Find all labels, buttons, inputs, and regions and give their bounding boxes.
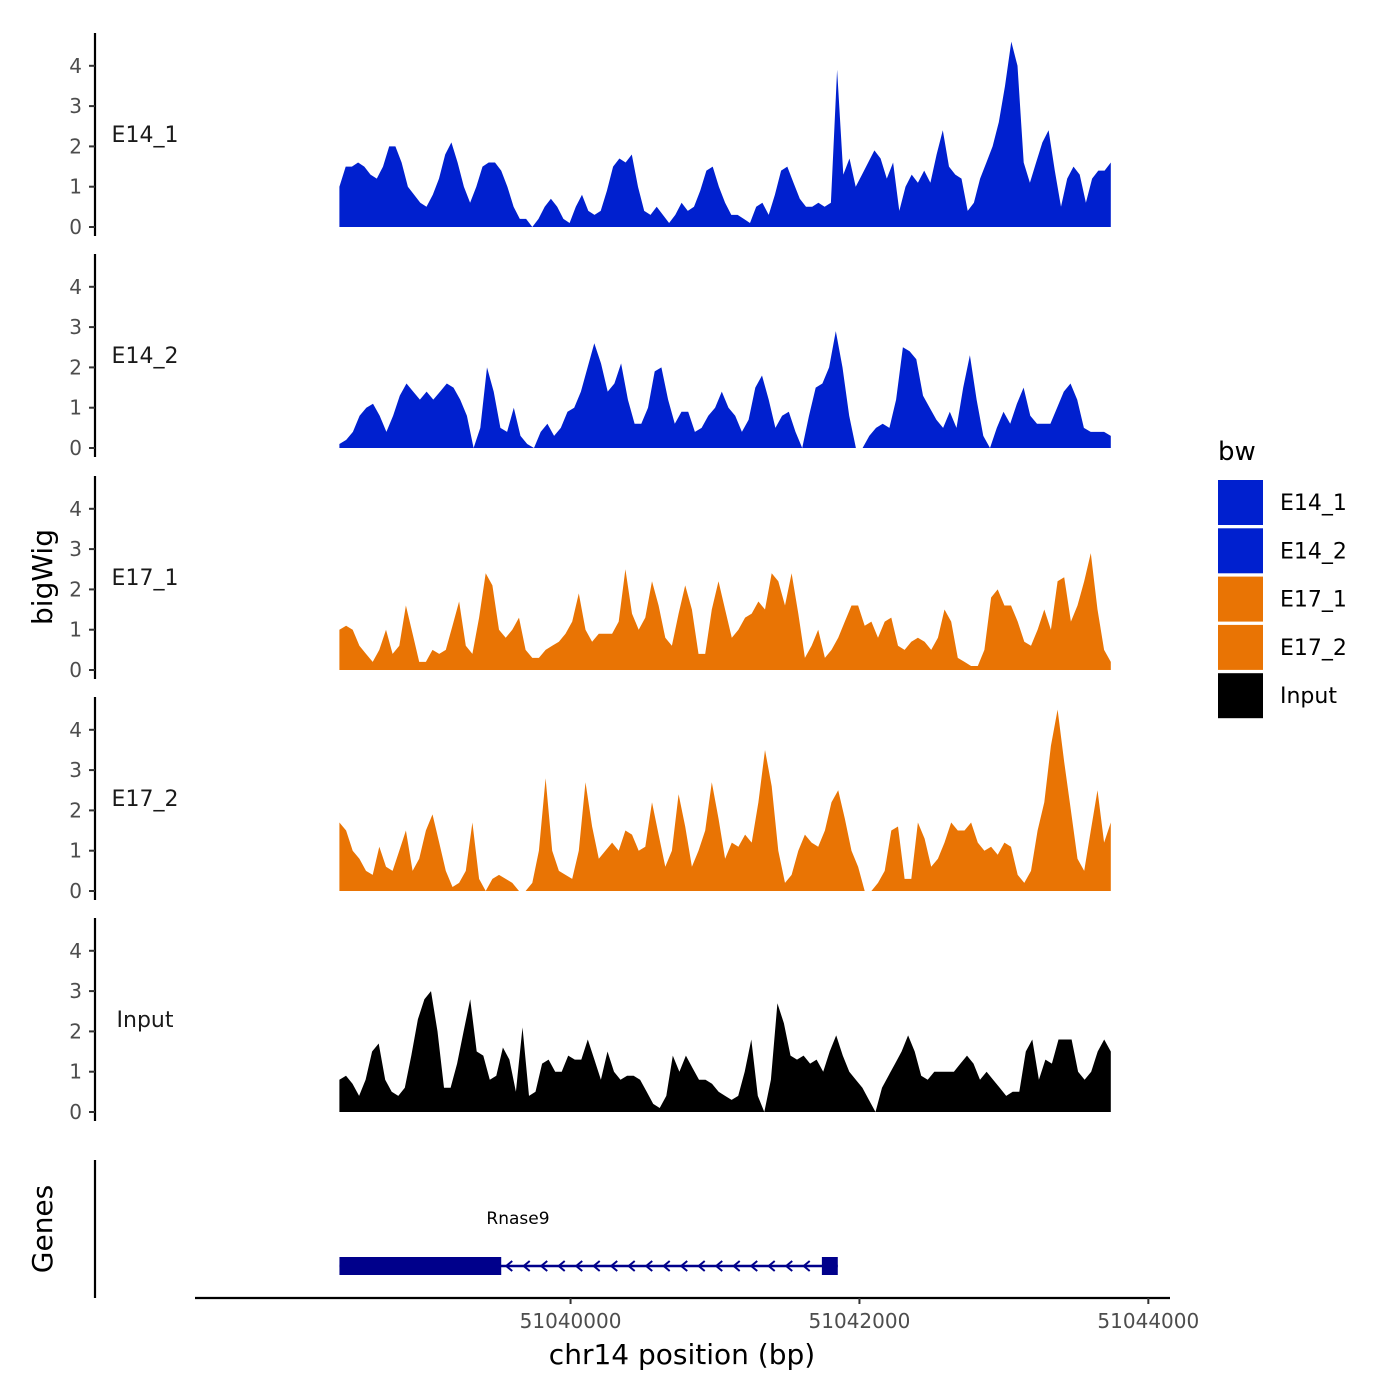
track-label: E14_2 bbox=[112, 344, 179, 369]
legend-key-e17_1 bbox=[1218, 576, 1263, 622]
y-tick-label: 4 bbox=[69, 718, 82, 742]
signal-area-e17_1 bbox=[339, 553, 1111, 670]
strand-arrow bbox=[802, 1260, 811, 1272]
y-tick-label: 1 bbox=[69, 175, 82, 199]
strand-arrow bbox=[714, 1260, 723, 1272]
strand-arrow bbox=[679, 1260, 688, 1272]
strand-arrow bbox=[557, 1260, 566, 1272]
strand-arrow bbox=[749, 1260, 758, 1272]
x-tick-label: 51040000 bbox=[520, 1309, 622, 1333]
y-tick-label: 1 bbox=[69, 839, 82, 863]
y-tick-label: 2 bbox=[69, 355, 82, 379]
y-tick-label: 3 bbox=[69, 979, 82, 1003]
y-tick-label: 0 bbox=[69, 1100, 82, 1124]
gene-exon bbox=[339, 1257, 502, 1275]
legend-label: E17_1 bbox=[1280, 588, 1347, 613]
track-input: 0 1 2 3 4 Input bbox=[69, 918, 1111, 1124]
x-tick-label: 51042000 bbox=[809, 1309, 911, 1333]
y-tick-label: 3 bbox=[69, 537, 82, 561]
strand-arrow bbox=[592, 1260, 601, 1272]
signal-area-e14_1 bbox=[339, 41, 1111, 227]
strand-arrow bbox=[627, 1260, 636, 1272]
legend-label: E14_1 bbox=[1280, 491, 1347, 516]
track-e17_2: 0 1 2 3 4 E17_2 bbox=[69, 697, 1111, 903]
legend-key-input bbox=[1218, 673, 1263, 719]
y-tick-label: 2 bbox=[69, 134, 82, 158]
y-tick-label: 0 bbox=[69, 215, 82, 239]
strand-arrow bbox=[644, 1260, 653, 1272]
strand-arrow bbox=[574, 1260, 583, 1272]
gene-name-label: Rnase9 bbox=[486, 1209, 549, 1229]
strand-arrow bbox=[522, 1260, 531, 1272]
track-label: E17_2 bbox=[112, 787, 179, 812]
legend-key-e14_2 bbox=[1218, 528, 1263, 574]
signal-area-input bbox=[339, 991, 1111, 1112]
x-axis: 51040000 51042000 51044000 bbox=[195, 1296, 1199, 1333]
strand-arrow bbox=[784, 1260, 793, 1272]
track-label: E14_1 bbox=[112, 123, 179, 148]
y-tick-label: 3 bbox=[69, 315, 82, 339]
y-tick-label: 1 bbox=[69, 1060, 82, 1084]
y-tick-label: 2 bbox=[69, 1019, 82, 1043]
track-e17_1: 0 1 2 3 4 E17_1 bbox=[69, 476, 1111, 682]
strand-arrow bbox=[504, 1260, 513, 1272]
x-axis-title: chr14 position (bp) bbox=[549, 1338, 815, 1371]
y-tick-label: 4 bbox=[69, 939, 82, 963]
y-tick-label: 4 bbox=[69, 275, 82, 299]
strand-arrow bbox=[662, 1260, 671, 1272]
gene-exon bbox=[821, 1257, 838, 1275]
x-tick-label: 51044000 bbox=[1097, 1309, 1199, 1333]
y-tick-label: 3 bbox=[69, 94, 82, 118]
legend-label: E17_2 bbox=[1280, 636, 1347, 661]
strand-arrow bbox=[767, 1260, 776, 1272]
signal-area-e14_2 bbox=[339, 331, 1111, 448]
strand-arrow bbox=[732, 1260, 741, 1272]
y-tick-label: 4 bbox=[69, 497, 82, 521]
track-e14_2: 0 1 2 3 4 E14_2 bbox=[69, 254, 1111, 460]
y-tick-label: 0 bbox=[69, 879, 82, 903]
y-tick-label: 2 bbox=[69, 577, 82, 601]
y-axis-title: bigWig bbox=[26, 529, 59, 625]
legend: bw E14_1 E14_2 E17_1 E17_2 Input bbox=[1218, 437, 1347, 719]
y-tick-label: 1 bbox=[69, 396, 82, 420]
legend-title: bw bbox=[1218, 437, 1256, 467]
y-tick-label: 1 bbox=[69, 618, 82, 642]
strand-arrow bbox=[609, 1260, 618, 1272]
track-label: E17_1 bbox=[112, 566, 179, 591]
legend-label: E14_2 bbox=[1280, 539, 1347, 564]
signal-area-e17_2 bbox=[339, 709, 1111, 891]
track-label: Input bbox=[117, 1008, 174, 1033]
track-e14_1: 0 1 2 3 4 E14_1 bbox=[69, 33, 1111, 239]
genes-title: Genes bbox=[26, 1185, 59, 1273]
y-tick-label: 2 bbox=[69, 798, 82, 822]
gene-rnase9: Rnase9 bbox=[339, 1209, 838, 1275]
strand-arrow bbox=[697, 1260, 706, 1272]
y-tick-label: 0 bbox=[69, 658, 82, 682]
legend-key-e14_1 bbox=[1218, 480, 1263, 525]
y-tick-label: 4 bbox=[69, 54, 82, 78]
y-tick-label: 0 bbox=[69, 436, 82, 460]
legend-label: Input bbox=[1280, 684, 1337, 709]
strand-arrow bbox=[539, 1260, 548, 1272]
legend-key-e17_2 bbox=[1218, 624, 1263, 670]
y-tick-label: 3 bbox=[69, 758, 82, 782]
genes-panel: Genes Rnase9 bbox=[26, 1160, 838, 1298]
signal-tracks: 0 1 2 3 4 E14_1 0 1 2 3 4 E14_2 0 1 2 3 4 E17_1 0 1 2 3 4 E17_2… bbox=[69, 33, 1111, 1124]
